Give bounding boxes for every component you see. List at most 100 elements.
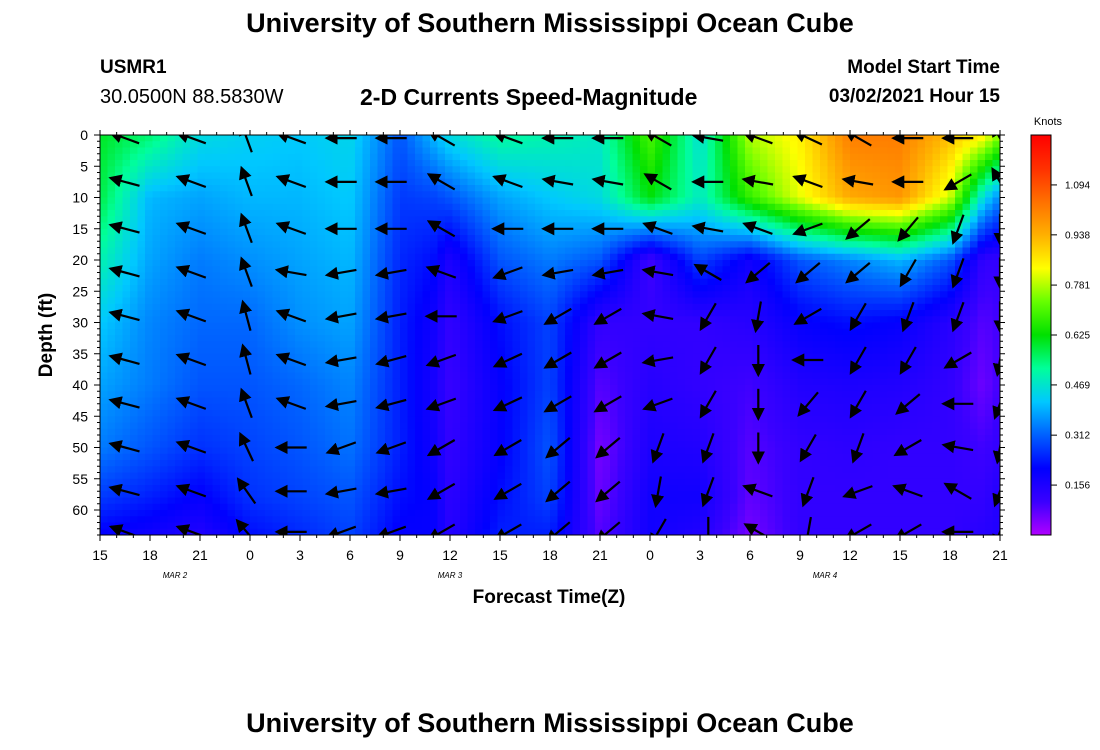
heatmap-cell [227,297,236,305]
heatmap-cell [265,272,274,280]
heatmap-cell [430,460,439,467]
heatmap-cell [580,522,589,530]
heatmap-cell [445,341,454,349]
heatmap-cell [265,416,274,424]
heatmap-cell [565,147,574,155]
heatmap-cell [647,391,656,399]
heatmap-cell [595,185,604,192]
heatmap-cell [535,153,544,161]
heatmap-cell [550,328,559,336]
heatmap-cell [205,491,214,499]
heatmap-cell [145,278,154,286]
heatmap-cell [610,191,619,199]
heatmap-cell [535,360,544,367]
heatmap-cell [310,460,319,467]
heatmap-cell [220,466,229,474]
heatmap-cell [415,166,424,174]
heatmap-cell [557,172,566,180]
heatmap-cell [265,453,274,461]
heatmap-cell [377,197,386,205]
heatmap-cell [422,485,431,492]
heatmap-cell [212,522,221,530]
heatmap-cell [220,428,229,436]
heatmap-cell [152,197,161,205]
heatmap-cell [340,478,349,486]
heatmap-cell [362,278,371,286]
heatmap-cell [422,166,431,174]
heatmap-cell [107,297,116,305]
heatmap-cell [130,197,139,205]
heatmap-cell [257,347,266,355]
heatmap-cell [647,497,656,505]
heatmap-cell [572,266,581,274]
heatmap-cell [535,353,544,361]
heatmap-cell [347,360,356,367]
heatmap-cell [152,210,161,217]
heatmap-cell [490,185,499,192]
heatmap-cell [595,197,604,205]
heatmap-cell [325,203,334,211]
heatmap-cell [550,297,559,305]
heatmap-cell [482,178,491,186]
heatmap-cell [220,216,229,224]
heatmap-cell [107,466,116,474]
heatmap-cell [520,503,529,511]
heatmap-cell [220,366,229,374]
heatmap-cell [167,135,176,142]
heatmap-cell [467,466,476,474]
heatmap-cell [167,453,176,461]
heatmap-cell [512,272,521,280]
heatmap-cell [160,310,169,317]
heatmap-cell [520,403,529,411]
heatmap-cell [490,472,499,480]
heatmap-cell [370,403,379,411]
heatmap-cell [377,310,386,317]
heatmap-cell [647,235,656,242]
heatmap-cell [385,422,394,430]
heatmap-cell [302,472,311,480]
heatmap-cell [520,278,529,286]
heatmap-cell [160,478,169,486]
heatmap-cell [152,341,161,349]
heatmap-cell [565,272,574,280]
heatmap-cell [677,366,686,374]
heatmap-cell [445,141,454,149]
heatmap-cell [265,197,274,205]
heatmap-cell [355,335,364,342]
heatmap-cell [220,491,229,499]
heatmap-cell [437,303,446,311]
heatmap-cell [250,403,259,411]
heatmap-cell [437,397,446,405]
heatmap-cell [205,222,214,230]
heatmap-cell [467,335,476,342]
heatmap-cell [115,210,124,217]
heatmap-cell [595,247,604,255]
heatmap-cell [467,153,476,161]
heatmap-cell [340,497,349,505]
heatmap-cell [280,235,289,242]
heatmap-cell [527,291,536,299]
heatmap-cell [407,260,416,267]
heatmap-cell [407,335,416,342]
heatmap-cell [272,178,281,186]
heatmap-cell [220,522,229,530]
heatmap-cell [430,160,439,167]
heatmap-cell [527,185,536,192]
heatmap-cell [430,516,439,524]
heatmap-cell [535,297,544,305]
heatmap-cell [505,228,514,236]
heatmap-cell [190,235,199,242]
heatmap-cell [130,160,139,167]
heatmap-cell [280,472,289,480]
heatmap-cell [362,166,371,174]
heatmap-cell [565,166,574,174]
heatmap-cell [355,385,364,392]
heatmap-cell [310,391,319,399]
heatmap-cell [587,497,596,505]
heatmap-cell [542,447,551,455]
heatmap-cell [617,360,626,367]
heatmap-cell [197,310,206,317]
heatmap-cell [175,335,184,342]
heatmap-cell [437,247,446,255]
heatmap-cell [175,216,184,224]
